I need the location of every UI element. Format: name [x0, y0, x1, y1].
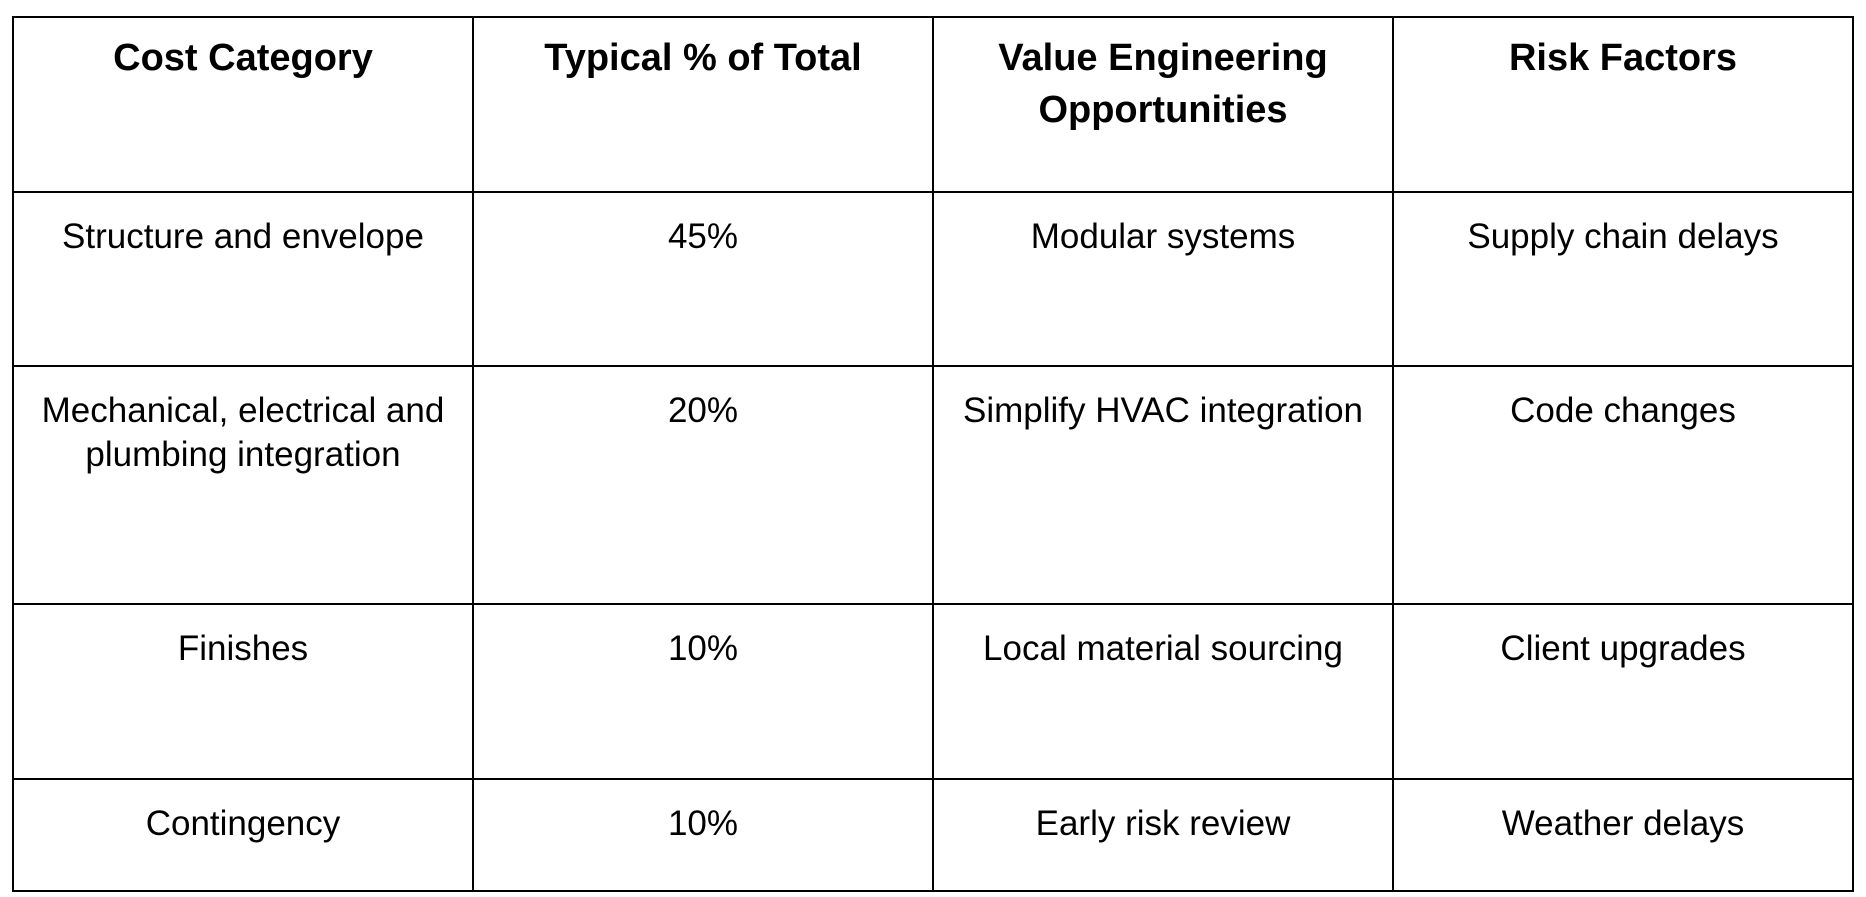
cell-risk-factors: Client upgrades — [1392, 603, 1854, 780]
cell-cost-category: Finishes — [12, 603, 474, 780]
cell-cost-category: Contingency — [12, 778, 474, 892]
header-cost-category: Cost Category — [12, 16, 474, 193]
cell-typical-percent: 10% — [472, 603, 934, 780]
cell-risk-factors: Code changes — [1392, 365, 1854, 605]
header-typical-percent: Typical % of Total — [472, 16, 934, 193]
cell-value-engineering: Simplify HVAC integration — [932, 365, 1394, 605]
cell-typical-percent: 45% — [472, 191, 934, 367]
cell-value-engineering: Modular systems — [932, 191, 1394, 367]
table-row: Contingency 10% Early risk review Weathe… — [12, 778, 1854, 892]
cell-typical-percent: 10% — [472, 778, 934, 892]
cell-value-engineering: Local material sourcing — [932, 603, 1394, 780]
cost-table-container: Cost Category Typical % of Total Value E… — [12, 16, 1854, 892]
cell-risk-factors: Supply chain delays — [1392, 191, 1854, 367]
header-value-engineering: Value Engineering Opportunities — [932, 16, 1394, 193]
cell-value-engineering: Early risk review — [932, 778, 1394, 892]
table-row: Finishes 10% Local material sourcing Cli… — [12, 603, 1854, 780]
cell-cost-category: Mechanical, electrical and plumbing inte… — [12, 365, 474, 605]
cell-typical-percent: 20% — [472, 365, 934, 605]
table-row: Structure and envelope 45% Modular syste… — [12, 191, 1854, 367]
header-risk-factors: Risk Factors — [1392, 16, 1854, 193]
cell-risk-factors: Weather delays — [1392, 778, 1854, 892]
cost-table: Cost Category Typical % of Total Value E… — [12, 16, 1854, 892]
cell-cost-category: Structure and envelope — [12, 191, 474, 367]
table-row: Mechanical, electrical and plumbing inte… — [12, 365, 1854, 605]
table-header-row: Cost Category Typical % of Total Value E… — [12, 16, 1854, 193]
